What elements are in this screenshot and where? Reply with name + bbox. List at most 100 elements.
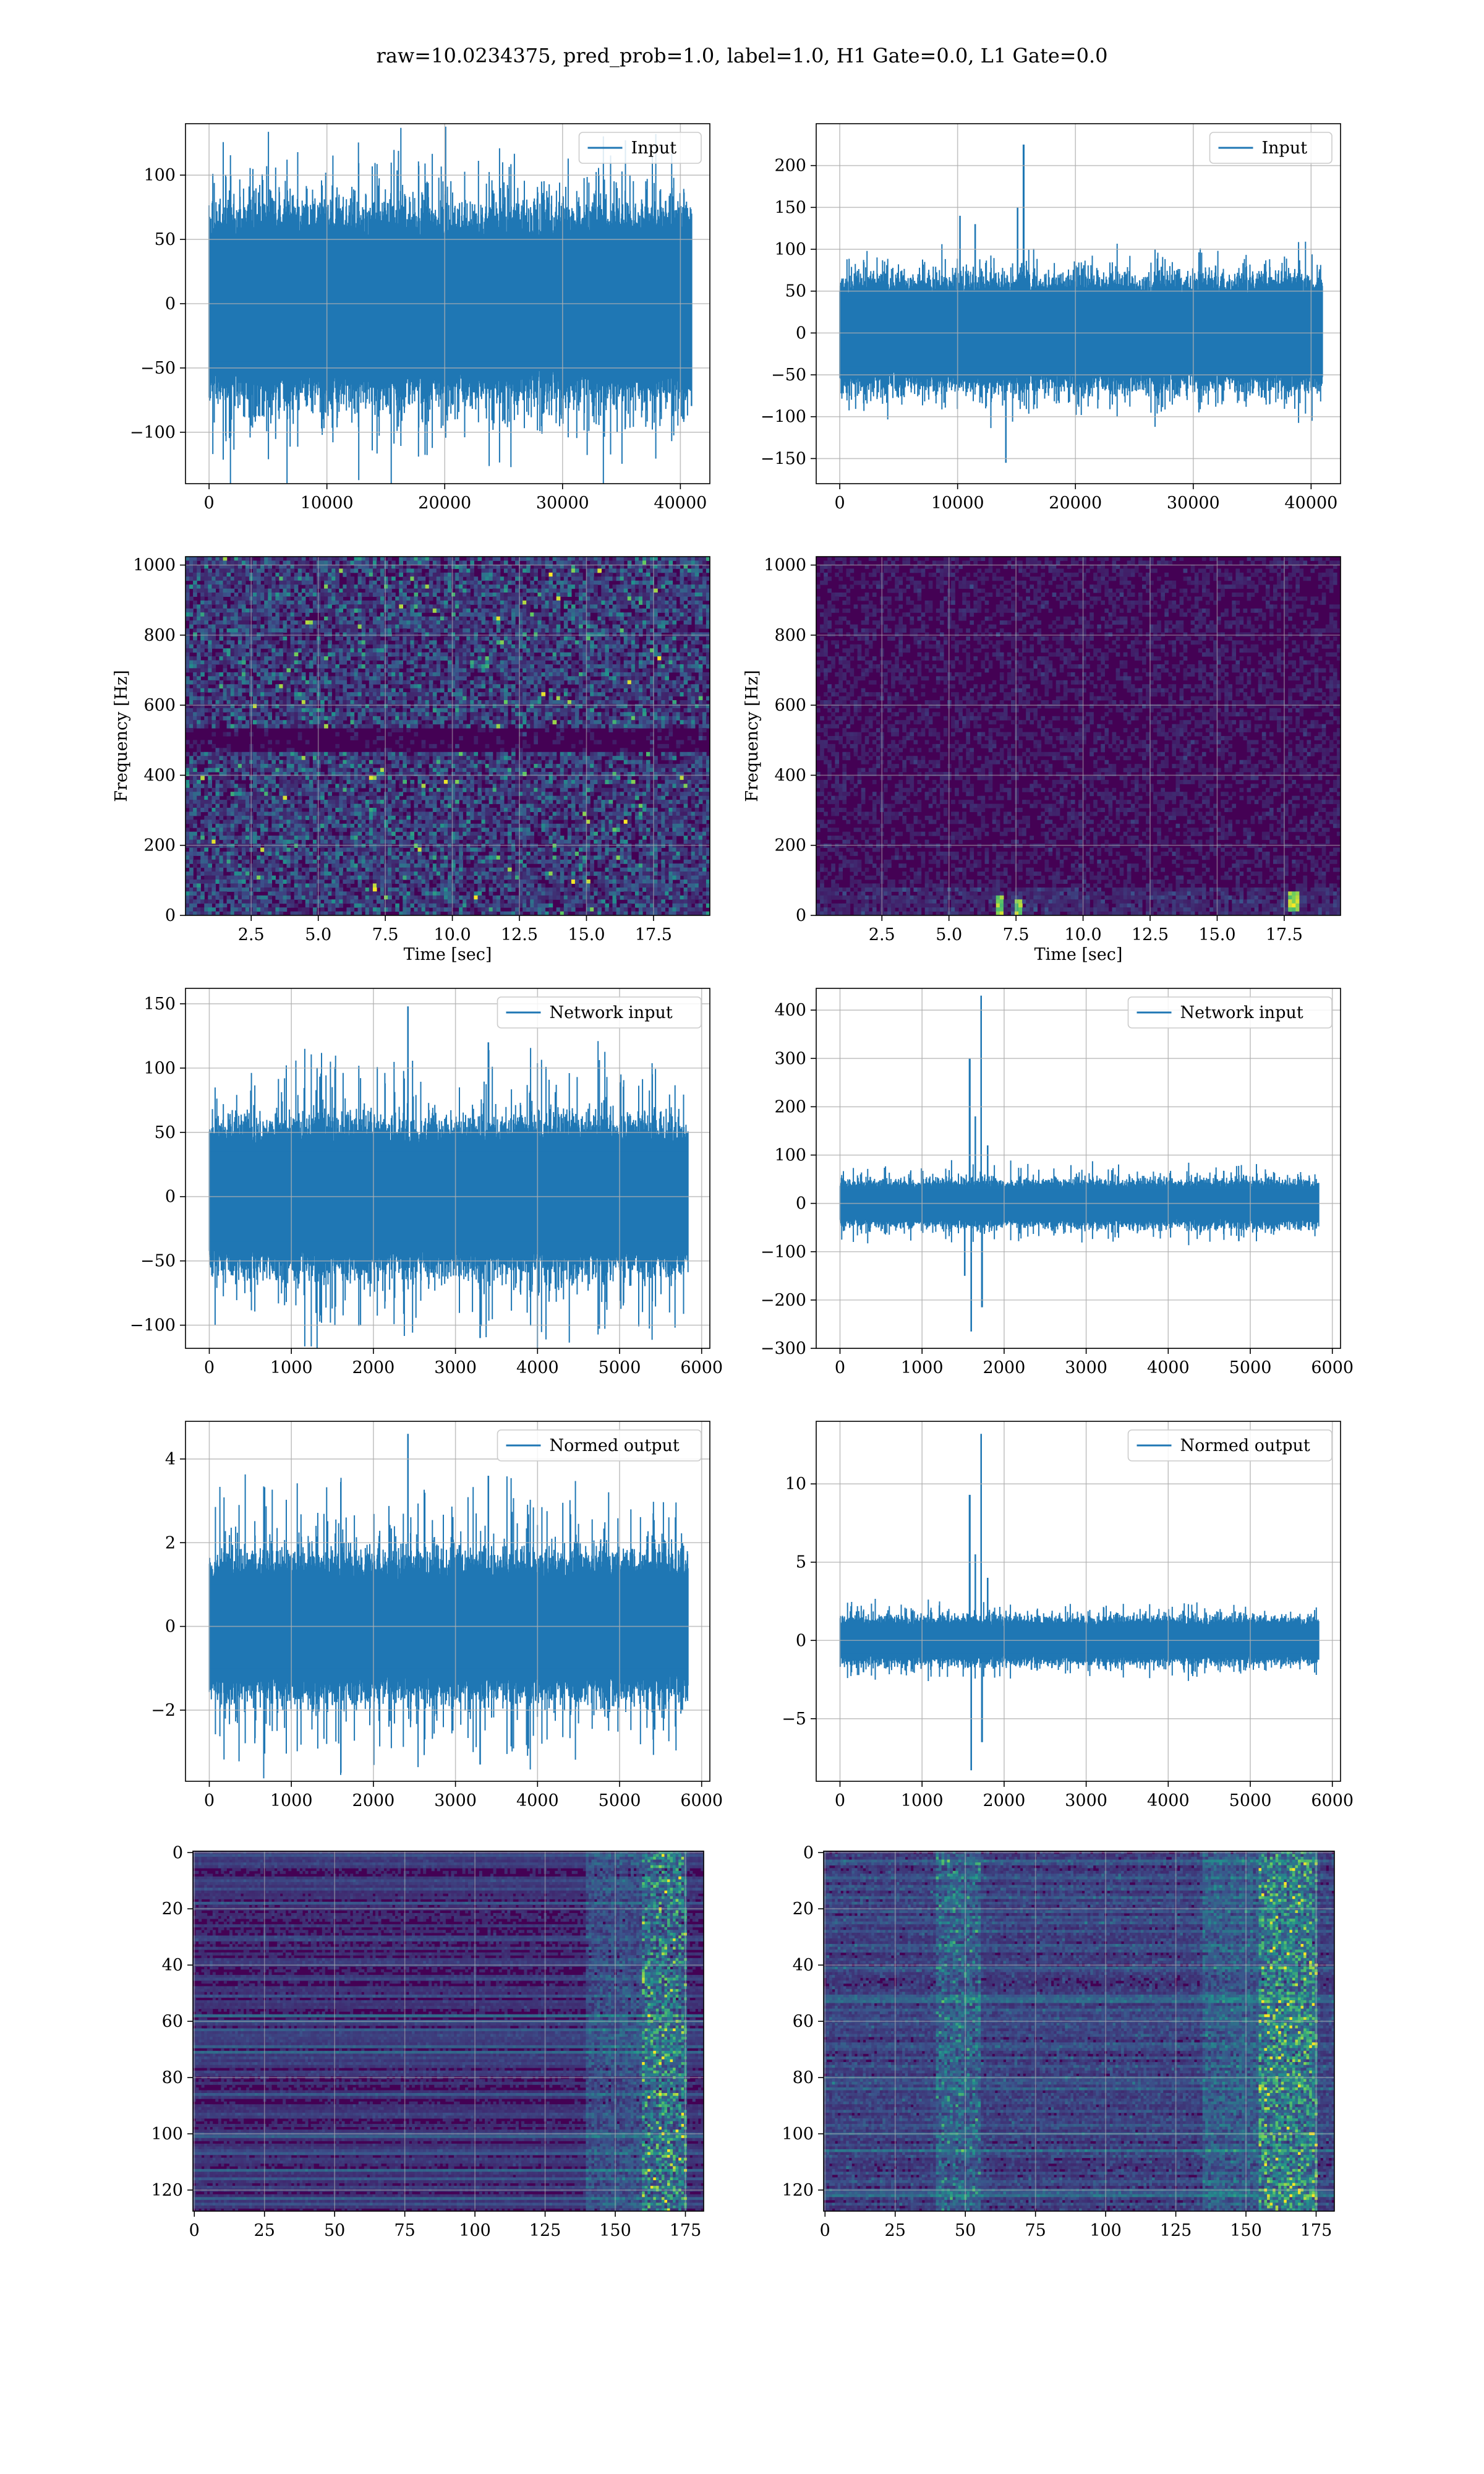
legend-box xyxy=(497,996,702,1029)
y-tick-label: −200 xyxy=(761,1291,806,1310)
y-tick-label: 200 xyxy=(774,836,806,855)
y-tick-label: −2 xyxy=(151,1701,176,1720)
y-tick-label: −50 xyxy=(771,366,806,385)
y-tick-label: 100 xyxy=(774,1146,806,1165)
y-tick-label: 60 xyxy=(162,2012,183,2031)
y-tick-label: 2 xyxy=(165,1533,176,1552)
x-axis-label: Time [sec] xyxy=(1034,945,1123,964)
subplot-norm-L1: 0 1000 2000 3000 4000 5000 6000 −5 0 5 10 Normed ou… xyxy=(782,1421,1354,1810)
y-tick-label: 100 xyxy=(774,240,806,259)
y-tick-label: 0 xyxy=(796,1194,806,1213)
heatmap-out-H1 xyxy=(193,1851,704,2211)
subplot-spec-L1: 2.5 5.0 7.5 10.0 12.5 15.0 17.5 0 200 400 600 800 10… xyxy=(743,556,1341,964)
x-tick-label: 5000 xyxy=(1229,1791,1272,1810)
y-tick-label: 80 xyxy=(793,2068,814,2087)
x-tick-label: 3000 xyxy=(434,1358,477,1377)
x-tick-label: 75 xyxy=(1025,2221,1046,2240)
x-tick-label: 15.0 xyxy=(1198,925,1235,944)
y-tick-label: 0 xyxy=(165,1617,176,1637)
axes-frame xyxy=(816,123,1341,484)
y-tick-label: 200 xyxy=(774,1097,806,1116)
x-tick-label: 15.0 xyxy=(568,925,605,944)
x-tick-label: 3000 xyxy=(434,1791,477,1810)
x-tick-label: 2000 xyxy=(983,1791,1026,1810)
y-tick-label: 150 xyxy=(774,198,806,217)
x-tick-label: 50 xyxy=(955,2221,976,2240)
legend: Normed output xyxy=(497,1429,702,1462)
grid-norm-H1 xyxy=(186,1421,710,1781)
legend-box xyxy=(1127,996,1333,1029)
x-tick-label: 5000 xyxy=(599,1358,641,1377)
y-tick-label: −300 xyxy=(761,1339,806,1358)
y-tick-label: 1000 xyxy=(764,556,806,575)
axes-frame xyxy=(816,556,1341,916)
x-tick-label: 5.0 xyxy=(936,925,962,944)
y-tick-label: 40 xyxy=(162,1956,183,1975)
subplot-net-L1: 0 1000 2000 3000 4000 5000 6000 −300 −200 −100 0 10… xyxy=(761,988,1354,1377)
x-tick-label: 2.5 xyxy=(869,925,895,944)
y-tick-label: 200 xyxy=(143,836,176,855)
plot-area xyxy=(816,1421,1341,1781)
y-tick-label: 800 xyxy=(143,626,176,645)
heatmap-spec-H1 xyxy=(186,557,710,915)
y-tick-label: 0 xyxy=(165,906,176,925)
y-tick-label: 0 xyxy=(173,1843,183,1862)
y-tick-label: 100 xyxy=(782,2125,814,2144)
legend: Input xyxy=(1209,132,1333,164)
y-tick-label: 0 xyxy=(796,323,806,343)
heatmap-out-L1 xyxy=(824,1851,1334,2211)
x-tick-label: 0 xyxy=(204,494,215,513)
legend: Network input xyxy=(1127,996,1333,1029)
x-tick-label: 5.0 xyxy=(305,925,331,944)
y-tick-label: −100 xyxy=(761,408,806,427)
y-tick-label: 4 xyxy=(165,1450,176,1469)
x-tick-label: 25 xyxy=(885,2221,906,2240)
axes-frame xyxy=(816,1421,1341,1782)
y-tick-label: −100 xyxy=(130,423,176,442)
plot-area xyxy=(816,988,1341,1348)
x-tick-label: 25 xyxy=(254,2221,275,2240)
y-tick-label: −5 xyxy=(782,1710,806,1729)
y-tick-label: 150 xyxy=(143,995,176,1014)
subplot-spec-H1: 2.5 5.0 7.5 10.0 12.5 15.0 17.5 0 200 400 600 800 10… xyxy=(112,556,710,964)
y-tick-label: 0 xyxy=(796,906,806,925)
y-tick-label: 100 xyxy=(143,166,176,185)
y-tick-label: −100 xyxy=(761,1243,806,1262)
x-tick-label: 3000 xyxy=(1065,1791,1107,1810)
legend-label: Input xyxy=(631,139,677,158)
x-tick-label: 0 xyxy=(204,1358,215,1377)
axes-frame xyxy=(816,988,1341,1349)
x-tick-label: 20000 xyxy=(418,494,471,513)
x-tick-label: 5000 xyxy=(1229,1358,1272,1377)
y-tick-label: −150 xyxy=(761,449,806,468)
x-tick-label: 1000 xyxy=(901,1358,944,1377)
legend: Input xyxy=(578,132,702,164)
y-tick-label: 400 xyxy=(774,766,806,785)
axes-frame xyxy=(185,556,710,916)
legend: Normed output xyxy=(1127,1429,1333,1462)
y-tick-label: 0 xyxy=(796,1631,806,1650)
x-tick-label: 20000 xyxy=(1049,494,1102,513)
subplot-net-H1: 0 1000 2000 3000 4000 5000 6000 −100 −50 0 50 100 15… xyxy=(130,988,723,1377)
subplot-out-H1: 0 25 50 75 100 125 150 175 0 20 40 60 80 100 120 xyxy=(151,1843,704,2240)
y-tick-label: 200 xyxy=(774,156,806,176)
x-tick-label: 4000 xyxy=(1147,1791,1190,1810)
legend-box xyxy=(1209,132,1333,164)
legend: Network input xyxy=(497,996,702,1029)
heatmap-spec-L1 xyxy=(816,557,1341,915)
x-tick-label: 6000 xyxy=(680,1791,723,1810)
axes-frame xyxy=(192,1851,704,2212)
x-axis-label: Time [sec] xyxy=(404,945,492,964)
y-tick-label: 0 xyxy=(803,1843,814,1862)
legend-box xyxy=(497,1429,702,1462)
x-tick-label: 0 xyxy=(820,2221,830,2240)
y-tick-label: 100 xyxy=(151,2125,183,2144)
x-tick-label: 3000 xyxy=(1065,1358,1107,1377)
x-tick-label: 2000 xyxy=(983,1358,1026,1377)
x-tick-label: 2000 xyxy=(352,1358,395,1377)
legend-label: Network input xyxy=(1180,1003,1303,1022)
subplot-raw-H1: 0 10000 20000 30000 40000 −100 −50 0 50 100 Input xyxy=(130,123,710,513)
y-tick-label: 600 xyxy=(774,696,806,715)
y-tick-label: 0 xyxy=(165,1188,176,1207)
x-tick-label: 12.5 xyxy=(1132,925,1169,944)
